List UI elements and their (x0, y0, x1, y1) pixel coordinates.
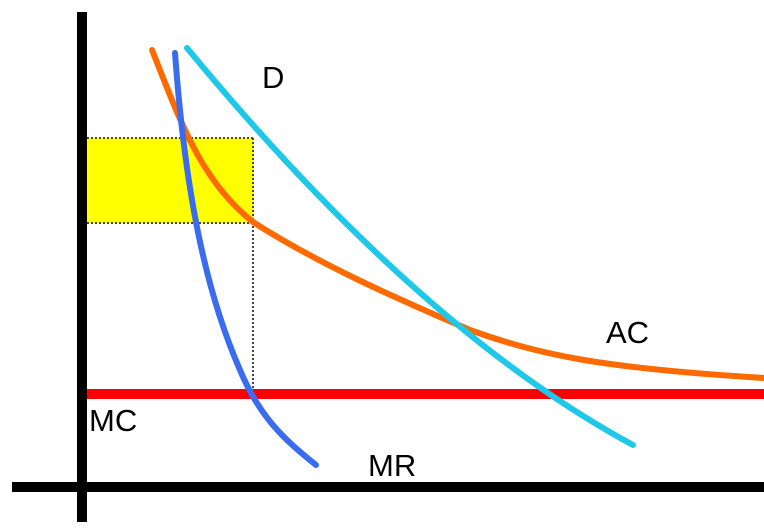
marginal-revenue-label: MR (368, 448, 416, 483)
demand-curve (184, 45, 636, 448)
demand-label: D (262, 60, 284, 95)
profit-area (87, 138, 253, 223)
average-cost-curve (149, 47, 764, 381)
marginal-revenue-curve (172, 50, 319, 468)
guide-lines (87, 137, 254, 393)
average-cost-label: AC (606, 315, 649, 350)
marginal-cost-label: MC (89, 403, 137, 438)
